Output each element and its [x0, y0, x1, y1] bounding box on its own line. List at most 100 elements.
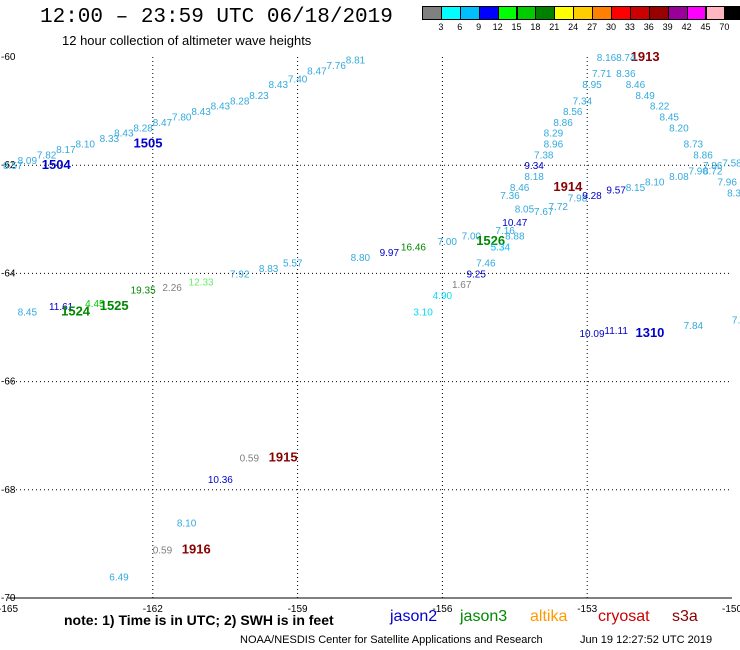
wave-height-value: 9.97: [380, 248, 400, 259]
colorbar-tick-label: 15: [511, 22, 522, 32]
wave-height-value: 7.46: [476, 259, 496, 270]
colorbar-tick-label: 70: [719, 22, 730, 32]
wave-height-value: 5.57: [283, 259, 303, 270]
wave-height-value: 7.82: [37, 150, 57, 161]
pass-time-label: 1916: [182, 541, 211, 556]
wave-height-value: 4.45: [85, 299, 105, 310]
wave-height-value: 19.35: [131, 286, 156, 297]
pass-time-label: 1525: [100, 298, 129, 313]
wave-height-value: 8.72: [703, 167, 723, 178]
wave-height-value: 9.25: [466, 269, 486, 280]
wave-height-value: 8.96: [544, 140, 564, 151]
wave-height-value: 7.38: [534, 150, 554, 161]
wave-height-value: 8.95: [582, 80, 602, 91]
map-axis-labels: -165 -162 -159 -156 -153 -150 -60 -62 -64 -66 -68 -…: [0, 52, 740, 615]
wave-height-value: 8.43: [269, 80, 289, 91]
footer-note: note: 1) Time is in UTC; 2) SWH is in fe…: [64, 612, 334, 628]
longitude-label: -156: [432, 604, 452, 615]
colorbar-tick-label: 12: [492, 22, 503, 32]
colorbar-swatch: [724, 6, 740, 20]
wave-height-value: 8.86: [693, 150, 713, 161]
colorbar-tick-label: 42: [681, 22, 692, 32]
wave-height-value: 10.36: [208, 475, 233, 486]
latitude-label: -70: [1, 593, 16, 604]
wave-height-value: 7.96: [717, 177, 737, 188]
observation-labels: 8.578.09 7.82 8.17 8.10 8.338.43 8.28 8.47 7.80…: [3, 49, 740, 583]
wave-height-value: 9.28: [582, 191, 602, 202]
satellite-altika: altika: [530, 608, 568, 625]
colorbar-tick-label: 27: [587, 22, 598, 32]
latitude-label: -60: [1, 52, 16, 63]
longitude-label: -162: [143, 604, 163, 615]
longitude-label: -165: [0, 604, 18, 615]
wave-height-value: 12.33: [189, 278, 214, 289]
wave-height-value: 7.98: [568, 194, 588, 205]
wave-height-value: 8.49: [635, 91, 655, 102]
wave-height-value: 8.46: [510, 183, 530, 194]
latitude-label: -66: [1, 377, 16, 388]
wave-height-value: 8.83: [259, 264, 279, 275]
map-grid: [8, 57, 732, 599]
longitude-label: -153: [577, 604, 597, 615]
wave-height-value: 8.28: [230, 96, 250, 107]
wave-height-value: 7.67: [534, 207, 554, 218]
wave-height-value: 8.30: [727, 188, 740, 199]
wave-height-value: 8.45: [660, 113, 680, 124]
latitude-label: -64: [1, 268, 16, 279]
wave-height-value: 0.59: [153, 545, 173, 556]
satellite-s3a: s3a: [672, 608, 698, 625]
colorbar-tick-label: 24: [568, 22, 579, 32]
colorbar-tick-label: 21: [549, 22, 560, 32]
wave-height-value: 7.40: [288, 75, 308, 86]
wave-height-value: 7.34: [573, 96, 593, 107]
wave-height-value: 8.56: [563, 107, 583, 118]
wave-height-value: 7.16: [495, 226, 515, 237]
wave-height-value: 9.57: [606, 186, 626, 197]
wave-height-value: 8.57: [3, 161, 23, 172]
wave-height-value: 8.88: [505, 232, 525, 243]
wave-height-value: 7.76: [326, 61, 346, 72]
colorbar-tick-label: 18: [530, 22, 541, 32]
pass-time-label: 1504: [42, 157, 72, 172]
wave-height-value: 7.00: [437, 237, 457, 248]
wave-height-value: 8.22: [650, 102, 670, 113]
pass-time-label: 1914: [553, 179, 583, 194]
wave-height-value: 8.16: [597, 53, 617, 64]
wave-height-value: 7.58: [722, 158, 740, 169]
wave-height-value: 8.10: [177, 518, 197, 529]
wave-height-value: 2.26: [162, 283, 182, 294]
wave-height-value: 1.67: [452, 280, 472, 291]
wave-height-value: 7.00: [462, 232, 482, 243]
wave-height-value: 8.43: [191, 107, 211, 118]
wave-height-value: 5.34: [491, 242, 511, 253]
wave-height-value: 8.28: [133, 123, 153, 134]
latitude-label: -68: [1, 485, 16, 496]
wave-height-value: 7.86: [703, 161, 723, 172]
wave-height-value: 8.47: [307, 67, 327, 78]
longitude-label: -159: [288, 604, 308, 615]
colorbar-tick-label: 3: [438, 22, 444, 32]
pass-time-label: 1913: [631, 49, 660, 64]
wave-height-value: 8.18: [524, 172, 544, 183]
wave-height-value: 8.17: [56, 145, 76, 156]
colorbar-tick-label: 36: [643, 22, 654, 32]
wave-height-value: 8.43: [211, 102, 231, 113]
wave-height-value: 3.10: [413, 307, 433, 318]
wave-height-value: 10.09: [580, 329, 605, 340]
wave-height-value: 8.33: [100, 134, 120, 145]
wave-height-value: 8.80: [351, 253, 371, 264]
wave-height-value: 8.45: [18, 307, 38, 318]
colorbar-tick-label: 33: [624, 22, 635, 32]
wave-height-value: 7.92: [230, 269, 250, 280]
colorbar-tick-label: 39: [662, 22, 673, 32]
wave-height-value: 8.10: [75, 140, 95, 151]
wave-height-value: 11.11: [604, 326, 628, 337]
wave-height-value: 7.84: [684, 321, 704, 332]
wave-height-value: 7.21: [732, 315, 740, 326]
wave-height-value: 8.09: [18, 156, 38, 167]
wave-height-value: 8.81: [346, 56, 366, 67]
credit-text: NOAA/NESDIS Center for Satellite Applica…: [240, 634, 543, 646]
pass-time-label: 1505: [134, 136, 163, 151]
latitude-label: -62: [1, 160, 16, 171]
wave-height-value: 7.80: [172, 113, 192, 124]
